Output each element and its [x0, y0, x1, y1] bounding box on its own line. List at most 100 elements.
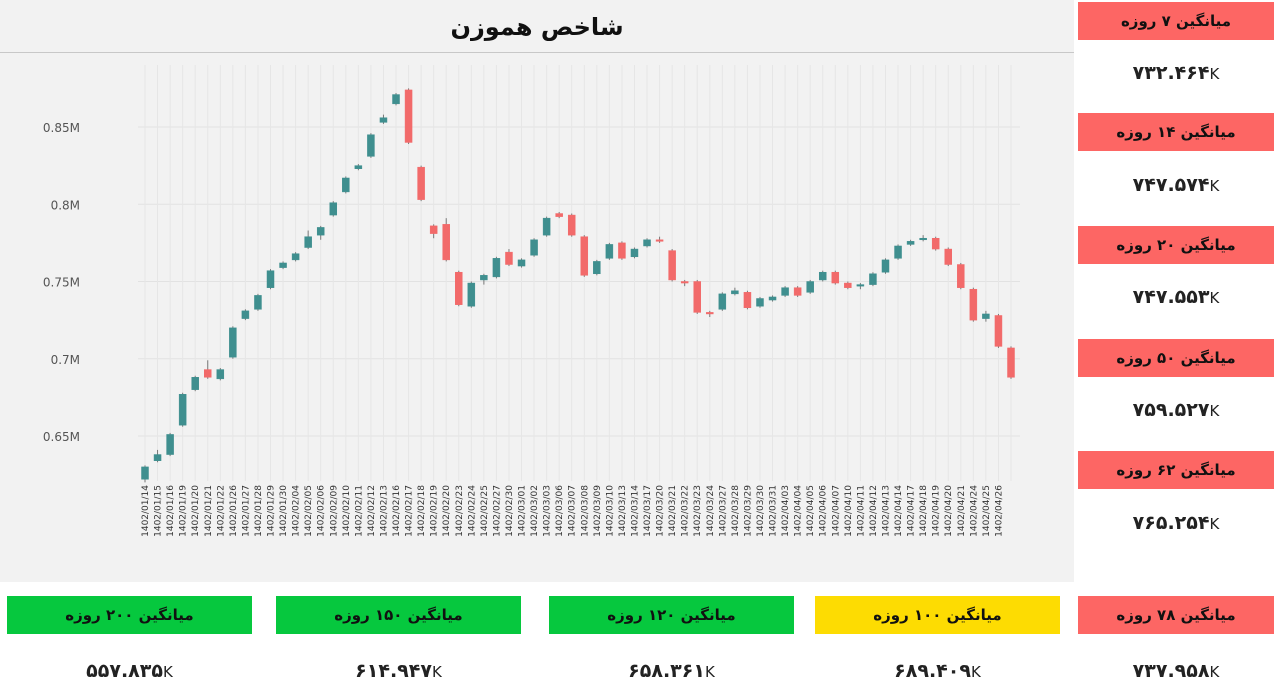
x-tick-label: 1402/03/03: [543, 485, 553, 537]
candle-body: [329, 202, 338, 216]
ma-62-value: ۷۶۵.۲۵۴K: [1132, 512, 1220, 534]
candle-body: [530, 239, 538, 256]
x-tick-label: 1402/03/24: [706, 485, 716, 537]
x-tick-label: 1402/03/28: [731, 485, 741, 537]
x-tick-label: 1402/04/25: [982, 485, 992, 537]
candle-body: [1007, 347, 1015, 378]
candle-body: [818, 271, 827, 281]
x-tick-label: 1402/03/09: [593, 485, 603, 537]
x-tick-label: 1402/01/16: [166, 485, 176, 537]
x-tick-label: 1402/04/14: [894, 485, 904, 537]
y-tick-label: 0.8M: [51, 198, 80, 212]
ma-50-badge: میانگین ۵۰ روزه: [1078, 339, 1274, 377]
candle-body: [793, 287, 802, 296]
ma-7-badge: میانگین ۷ روزه: [1078, 2, 1274, 40]
candle-body: [718, 293, 727, 310]
candle-body: [680, 281, 689, 284]
x-tick-label: 1402/01/14: [141, 485, 151, 537]
x-tick-label: 1402/03/07: [568, 485, 578, 537]
x-tick-label: 1402/03/31: [769, 485, 779, 537]
x-tick-label: 1402/02/10: [342, 485, 352, 537]
x-tick-label: 1402/03/01: [518, 485, 528, 537]
y-tick-label: 0.65M: [43, 430, 80, 444]
ma-100-badge: میانگین ۱۰۰ روزه: [815, 596, 1060, 634]
x-tick-label: 1402/02/06: [317, 485, 327, 537]
candle-body: [693, 281, 701, 313]
candle-body: [856, 284, 865, 287]
candle-body: [781, 287, 789, 296]
y-tick-label: 0.7M: [51, 353, 80, 367]
x-tick-label: 1402/01/26: [229, 485, 239, 537]
x-tick-label: 1402/04/07: [831, 485, 841, 537]
x-tick-label: 1402/04/21: [957, 485, 967, 537]
candle-body: [204, 369, 212, 378]
candle-body: [580, 236, 589, 276]
candle-body: [630, 248, 639, 258]
x-tick-label: 1402/02/04: [292, 485, 302, 537]
candle-body: [668, 250, 676, 281]
x-tick-label: 1402/02/24: [467, 485, 477, 537]
x-tick-label: 1402/03/21: [668, 485, 678, 537]
candle-body: [505, 251, 513, 265]
x-tick-label: 1402/04/06: [819, 485, 829, 537]
candle-body: [982, 313, 990, 319]
candle-body: [844, 282, 852, 288]
candlestick-chart: 0.65M 0.7M 0.75M 0.8M 0.85M 1402/01/14 1402/01…: [43, 65, 1020, 537]
ma-200-badge: میانگین ۲۰۰ روزه: [7, 596, 252, 634]
candle-body: [241, 310, 250, 319]
x-tick-label: 1402/02/23: [455, 485, 465, 537]
candle-body: [367, 134, 375, 157]
x-tick-label: 1402/03/27: [718, 485, 728, 537]
x-tick-label: 1402/04/04: [794, 485, 804, 537]
ma-200-value: ۵۵۷.۸۳۵K: [86, 660, 173, 682]
chart-panel: شاخص هموزن 0.65M 0.7M 0.75M 0.8M 0.85M 1402/0…: [0, 0, 1074, 582]
x-tick-label: 1402/02/11: [354, 485, 364, 537]
candle-body: [618, 242, 626, 259]
candle-body: [304, 236, 312, 248]
candle-body: [429, 225, 438, 234]
candle-body: [906, 241, 915, 245]
candle-body: [342, 177, 350, 193]
candle-body: [379, 117, 388, 123]
candle-body: [455, 271, 463, 305]
candle-body: [480, 275, 488, 281]
candle-body: [216, 369, 225, 380]
x-tick-label: 1402/03/13: [618, 485, 628, 537]
x-tick-label: 1402/04/12: [869, 485, 879, 537]
candle-body: [555, 213, 563, 217]
candle-body: [969, 288, 978, 321]
chart-title: شاخص هموزن: [0, 0, 1074, 53]
x-tick-label: 1402/01/20: [191, 485, 201, 537]
candle-body: [806, 281, 814, 293]
x-tick-label: 1402/01/28: [254, 485, 264, 537]
candle-body: [517, 259, 526, 267]
x-tick-label: 1402/03/20: [656, 485, 666, 537]
x-tick-label: 1402/02/19: [430, 485, 440, 537]
x-tick-label: 1402/01/22: [216, 485, 226, 537]
candle-body: [768, 296, 777, 301]
x-tick-label: 1402/03/08: [580, 485, 590, 537]
x-tick-label: 1402/03/22: [681, 485, 691, 537]
candle-body: [254, 295, 262, 310]
ma-20-value: ۷۴۷.۵۵۳K: [1132, 286, 1220, 308]
x-tick-label: 1402/01/29: [267, 485, 277, 537]
candle-body: [894, 245, 902, 259]
x-tick-label: 1402/02/09: [329, 485, 339, 537]
candle-body: [881, 259, 890, 273]
y-tick-label: 0.75M: [43, 276, 80, 290]
ma-14-badge: میانگین ۱۴ روزه: [1078, 113, 1274, 151]
candle-body: [831, 271, 840, 284]
x-tick-label: 1402/03/06: [555, 485, 565, 537]
x-tick-label: 1402/02/20: [442, 485, 452, 537]
x-tick-label: 1402/02/05: [304, 485, 314, 537]
candle-body: [229, 327, 237, 358]
candle-body: [542, 217, 551, 236]
ma-120-badge: میانگین ۱۲۰ روزه: [549, 596, 794, 634]
x-tick-label: 1402/01/19: [179, 485, 189, 537]
y-tick-label: 0.85M: [43, 121, 80, 135]
candle-body: [919, 237, 927, 241]
ma-14-value: ۷۴۷.۵۷۴K: [1132, 174, 1220, 196]
ma-150-badge: میانگین ۱۵۰ روزه: [276, 596, 521, 634]
ma-7-value: ۷۳۲.۴۶۴K: [1132, 62, 1220, 84]
x-tick-label: 1402/04/18: [919, 485, 929, 537]
